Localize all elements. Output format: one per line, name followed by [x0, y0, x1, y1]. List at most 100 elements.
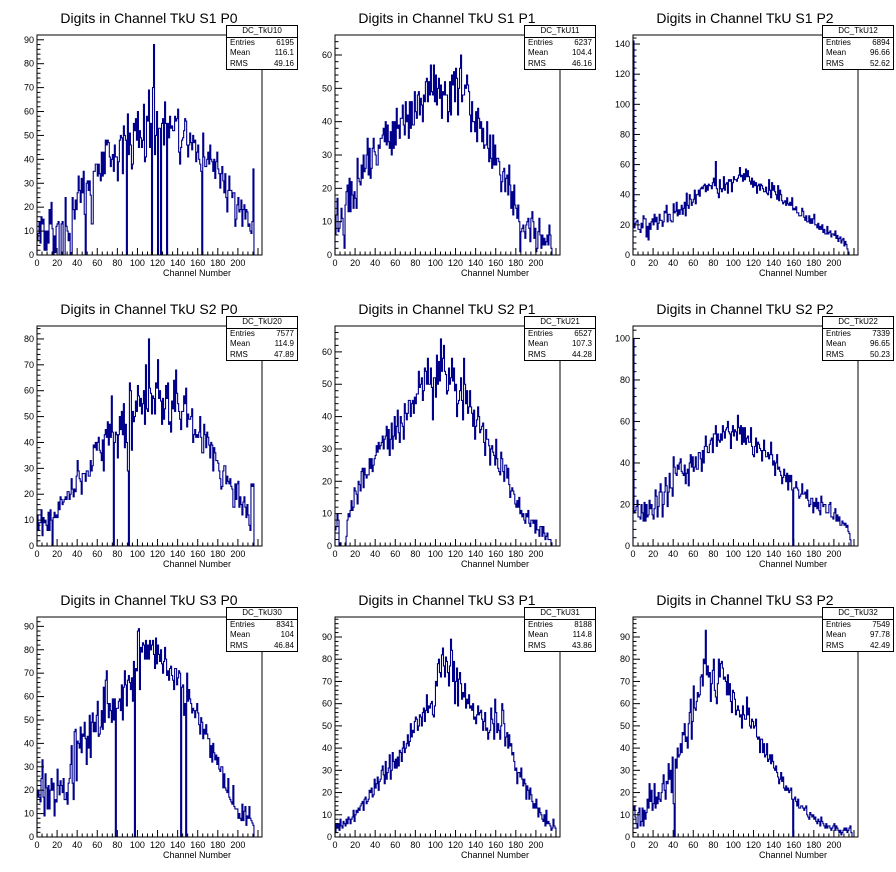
stats-row: RMS 44.28 [525, 350, 595, 361]
x-tick-label: 200 [528, 258, 543, 268]
y-tick-label: 0 [327, 832, 332, 842]
histogram-pad: Digits in Channel TkU S3 P1 0 20 40 60 80 100 1… [298, 582, 596, 872]
stats-key: RMS [230, 349, 248, 359]
stats-key: RMS [826, 58, 844, 68]
stats-row: RMS 50.23 [823, 350, 893, 361]
x-tick-label: 0 [34, 840, 39, 850]
y-tick-label: 0 [625, 541, 630, 551]
y-tick-label: 40 [24, 154, 34, 164]
stats-value: 104 [280, 630, 294, 639]
x-tick-label: 60 [390, 840, 400, 850]
stats-name: DC_TkU12 [823, 26, 893, 38]
x-tick-label: 0 [332, 549, 337, 559]
x-tick-label: 180 [508, 840, 523, 850]
y-tick-label: 50 [322, 721, 332, 731]
y-tick-label: 20 [322, 788, 332, 798]
stats-box: DC_TkU21 Entries 6527 Mean 107.3 RMS 44.28 [524, 316, 596, 361]
chart-title: Digits in Channel TkU S1 P0 [60, 10, 238, 26]
histogram-line [36, 338, 255, 547]
y-tick-label: 80 [24, 645, 34, 655]
y-tick-label: 10 [24, 809, 34, 819]
x-axis-label: Channel Number [461, 559, 529, 569]
y-tick-label: 50 [620, 721, 630, 731]
chart-title: Digits in Channel TkU S1 P2 [656, 10, 834, 26]
x-tick-label: 120 [746, 258, 761, 268]
stats-value: 44.28 [571, 349, 592, 359]
stats-row: Entries 7577 [227, 329, 297, 340]
y-tick-label: 60 [24, 107, 34, 117]
x-tick-label: 180 [210, 840, 225, 850]
stats-row: RMS 43.86 [525, 641, 595, 652]
y-tick-label: 60 [24, 386, 34, 396]
chart-title: Digits in Channel TkU S2 P1 [358, 301, 536, 317]
stats-row: Entries 7339 [823, 329, 893, 340]
x-tick-label: 20 [648, 840, 658, 850]
x-tick-label: 140 [170, 840, 185, 850]
y-tick-label: 40 [24, 437, 34, 447]
stats-value: 96.66 [869, 48, 890, 57]
y-tick-label: 30 [322, 765, 332, 775]
stats-name: DC_TkU32 [823, 608, 893, 620]
x-tick-label: 100 [130, 258, 145, 268]
plot-frame [36, 616, 263, 838]
stats-value: 6237 [574, 37, 592, 47]
stats-key: RMS [528, 349, 546, 359]
stats-row: RMS 42.49 [823, 641, 893, 652]
x-tick-label: 0 [34, 258, 39, 268]
stats-key: RMS [826, 640, 844, 650]
y-tick-label: 80 [322, 654, 332, 664]
stats-key: Mean [230, 630, 251, 639]
x-tick-label: 160 [488, 549, 503, 559]
y-tick-label: 20 [620, 499, 630, 509]
x-tick-label: 40 [370, 549, 380, 559]
x-tick-label: 0 [34, 549, 39, 559]
stats-name: DC_TkU10 [227, 26, 297, 38]
x-tick-label: 120 [448, 258, 463, 268]
y-tick-label: 60 [620, 416, 630, 426]
stats-box: DC_TkU32 Entries 7549 Mean 97.78 RMS 42.49 [822, 607, 894, 652]
y-tick-label: 20 [620, 220, 630, 230]
y-tick-label: 90 [24, 35, 34, 45]
chart-title: Digits in Channel TkU S3 P1 [358, 592, 536, 608]
stats-box: DC_TkU30 Entries 8341 Mean 104 RMS 46.84 [226, 607, 298, 652]
x-tick-label: 20 [350, 840, 360, 850]
stats-key: Mean [826, 630, 847, 639]
y-tick-label: 40 [24, 738, 34, 748]
x-tick-label: 80 [112, 549, 122, 559]
stats-key: Mean [826, 48, 847, 57]
y-tick-label: 10 [322, 509, 332, 519]
chart-title: Digits in Channel TkU S3 P0 [60, 592, 238, 608]
histogram-plot: 0 20 40 60 80 100 120 140 160 180 200 0 10 20 30 40 50 60… [322, 34, 561, 278]
x-axis-label: Channel Number [759, 268, 827, 278]
stats-row: Mean 107.3 [525, 339, 595, 350]
stats-key: Entries [826, 328, 851, 338]
y-tick-label: 80 [620, 654, 630, 664]
stats-row: Mean 96.65 [823, 339, 893, 350]
y-tick-label: 30 [620, 765, 630, 775]
x-tick-label: 60 [92, 549, 102, 559]
x-tick-label: 20 [52, 258, 62, 268]
stats-key: Entries [528, 328, 553, 338]
x-tick-label: 160 [786, 549, 801, 559]
x-tick-label: 200 [528, 549, 543, 559]
y-tick-label: 80 [24, 334, 34, 344]
stats-key: RMS [230, 58, 248, 68]
y-tick-label: 60 [322, 347, 332, 357]
x-tick-label: 100 [130, 549, 145, 559]
y-tick-label: 20 [24, 785, 34, 795]
x-axis-label: Channel Number [163, 559, 231, 569]
y-tick-label: 140 [615, 39, 630, 49]
stats-row: RMS 46.16 [525, 59, 595, 70]
stats-row: Entries 7549 [823, 620, 893, 631]
stats-row: Mean 97.78 [823, 630, 893, 641]
x-tick-label: 100 [428, 258, 443, 268]
y-tick-label: 10 [322, 810, 332, 820]
chart-title: Digits in Channel TkU S2 P2 [656, 301, 834, 317]
x-tick-label: 100 [428, 840, 443, 850]
y-tick-label: 60 [620, 699, 630, 709]
stats-row: Mean 114.8 [525, 630, 595, 641]
y-tick-label: 0 [327, 541, 332, 551]
y-tick-label: 70 [24, 668, 34, 678]
stats-value: 7577 [276, 328, 294, 338]
